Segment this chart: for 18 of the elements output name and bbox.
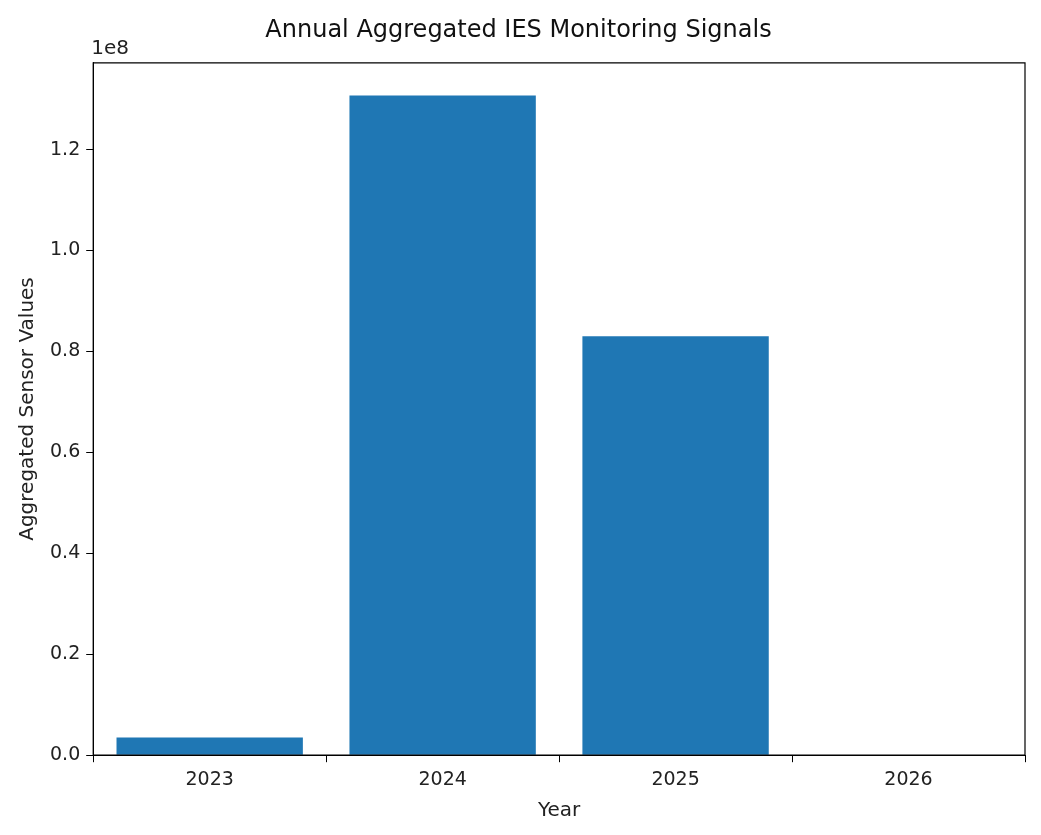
y-tick-label: 0.8: [50, 338, 81, 361]
y-axis-title: Aggregated Sensor Values: [14, 277, 39, 541]
bar: [116, 737, 303, 755]
x-tick-label: 2026: [884, 766, 933, 789]
y-tick-label: 1.0: [50, 237, 81, 260]
bar: [582, 336, 769, 755]
y-tick-label: 1.2: [50, 136, 81, 159]
y-tick-label: 0.6: [50, 439, 81, 462]
x-axis-title: Year: [536, 797, 582, 822]
x-tick-label: 2024: [418, 766, 467, 789]
y-tick-label: 0.2: [50, 641, 81, 664]
chart-title: Annual Aggregated IES Monitoring Signals: [265, 14, 772, 43]
x-tick-label: 2025: [651, 766, 700, 789]
x-tick-label: 2023: [185, 766, 234, 789]
bar: [349, 95, 536, 755]
text: 1e8: [91, 35, 129, 59]
y-tick-label: 0.0: [50, 742, 81, 765]
y-tick-label: 0.4: [50, 540, 81, 563]
